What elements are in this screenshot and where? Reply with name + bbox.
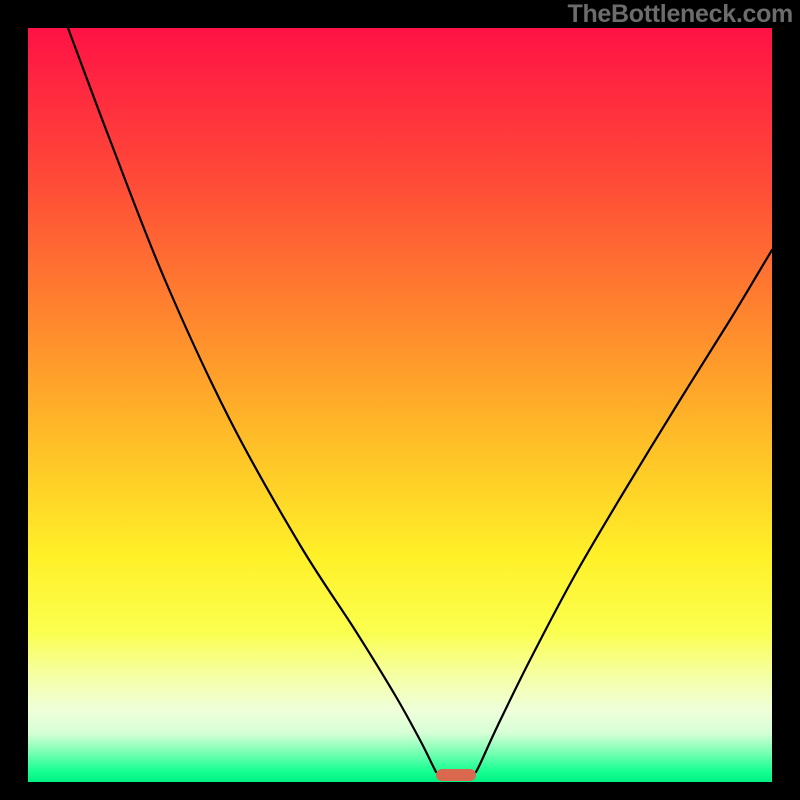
frame-right [772, 0, 800, 800]
optimal-marker [436, 769, 476, 781]
frame-bottom [0, 782, 800, 800]
gradient-background [28, 28, 772, 782]
frame-left [0, 0, 28, 800]
bottleneck-chart [0, 0, 800, 800]
watermark-text: TheBottleneck.com [567, 0, 793, 29]
